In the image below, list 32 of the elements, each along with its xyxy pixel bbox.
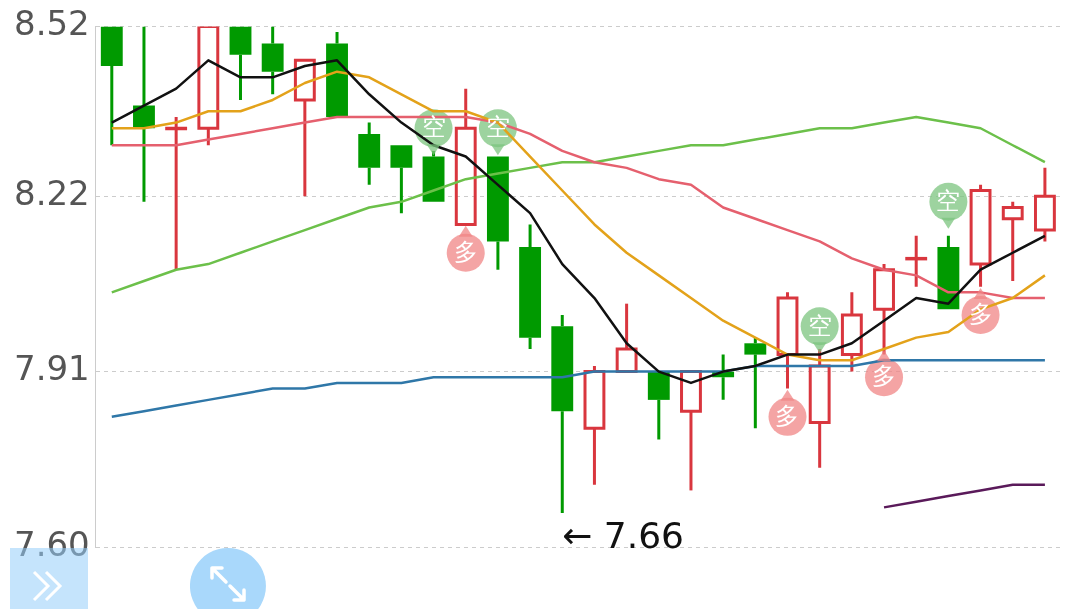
candlestick — [100, 26, 123, 146]
candlestick — [454, 88, 477, 226]
candlestick — [744, 337, 767, 429]
candlestick — [165, 116, 188, 270]
series-label: 空 — [807, 311, 832, 340]
candlestick — [905, 235, 928, 287]
candlestick — [326, 32, 348, 117]
y-tick-label: 8.52 — [14, 3, 90, 44]
y-tick-label: 7.60 — [14, 523, 90, 564]
point — [973, 287, 988, 299]
candlestick — [519, 224, 542, 349]
candlestick — [293, 58, 316, 197]
candlestick — [390, 145, 413, 214]
candlestick — [937, 235, 960, 310]
candlestick — [486, 156, 509, 270]
y-tick-label: 8.22 — [14, 172, 90, 213]
text: 空 — [421, 113, 446, 142]
y-tick-label: 7.91 — [14, 348, 90, 389]
candlestick — [358, 122, 381, 185]
candlestick — [229, 26, 252, 100]
candlestick — [840, 292, 863, 372]
text: 多 — [775, 402, 800, 431]
candlestick — [1001, 201, 1024, 282]
annotation: ← 7.66 — [562, 515, 685, 557]
candlestick — [551, 314, 574, 514]
candlestick — [261, 26, 284, 95]
text: 多 — [453, 237, 478, 266]
candlestick — [647, 371, 670, 440]
text: 空 — [936, 187, 961, 216]
candlestick — [1033, 167, 1056, 242]
text: 多 — [872, 362, 897, 391]
candlestick — [969, 184, 992, 287]
